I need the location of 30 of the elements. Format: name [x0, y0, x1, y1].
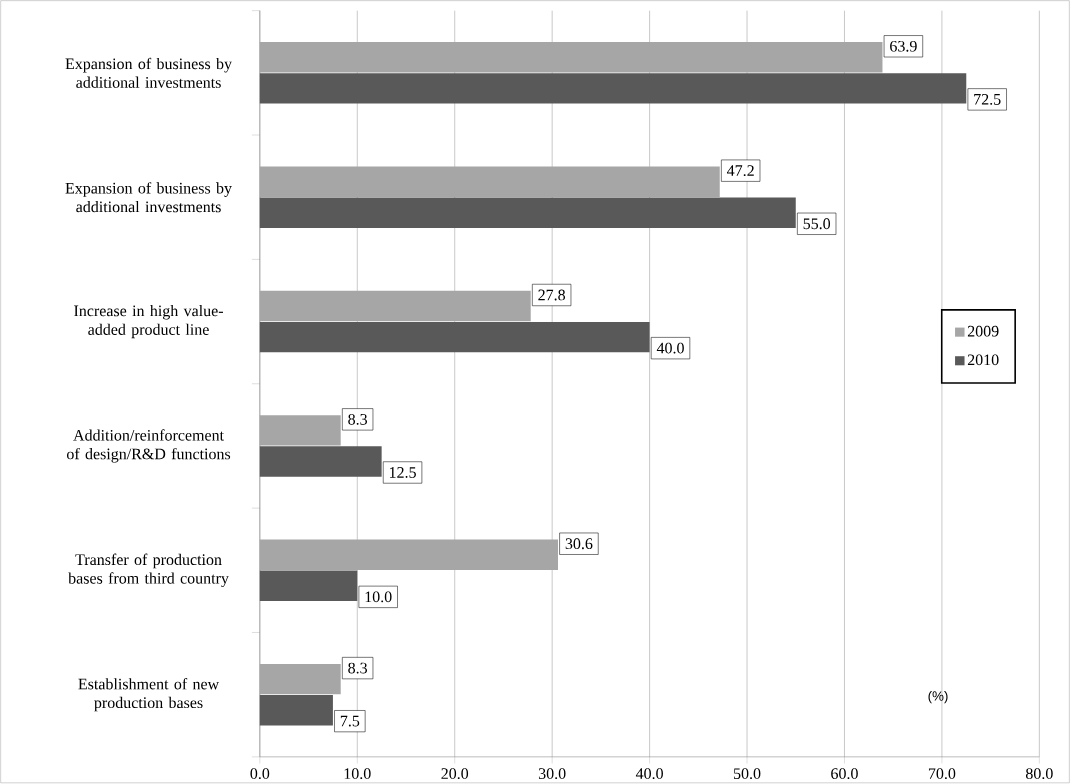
x-tick-label: 40.0 — [635, 768, 663, 780]
y-tick-label: Addition/reinforcement of design/R&D functions — [66, 429, 231, 463]
data-label: 72.5 — [974, 94, 1001, 106]
x-tick-label: 30.0 — [538, 768, 566, 780]
data-label: 63.9 — [890, 41, 917, 52]
y-tick-label: Transfer of production bases from third country — [68, 553, 229, 588]
x-tick-label: 70.0 — [928, 768, 956, 780]
data-label: 8.3 — [348, 414, 368, 426]
x-tick-label: 10.0 — [344, 768, 371, 780]
x-tick-label: 80.0 — [1025, 768, 1053, 780]
y-tick-label: Increase in high value-added product line — [74, 305, 223, 339]
data-label: 10.0 — [365, 591, 392, 603]
x-tick-label: 50.0 — [733, 768, 761, 780]
legend-label: 2009 — [967, 326, 999, 337]
x-tick-label: 60.0 — [831, 768, 858, 780]
data-label: 40.0 — [656, 342, 684, 354]
annotation: (%) — [928, 691, 948, 704]
x-tick-label: 20.0 — [441, 768, 469, 780]
data-label: 27.8 — [538, 289, 566, 301]
y-tick-label: Expansion of business by additional investments — [65, 58, 232, 89]
data-label: 7.5 — [340, 716, 360, 727]
data-label: 8.3 — [348, 662, 368, 674]
data-label: 30.6 — [565, 538, 593, 550]
data-label: 12.5 — [389, 467, 416, 479]
legend-label: 2010 — [967, 354, 999, 366]
data-label: 47.2 — [727, 165, 754, 177]
x-tick-label: 0.0 — [250, 768, 270, 780]
data-label: 55.0 — [803, 218, 831, 230]
y-tick-label: Expansion of business by additional investments — [65, 182, 232, 213]
y-tick-label: Establishment of new production bases — [78, 678, 220, 712]
